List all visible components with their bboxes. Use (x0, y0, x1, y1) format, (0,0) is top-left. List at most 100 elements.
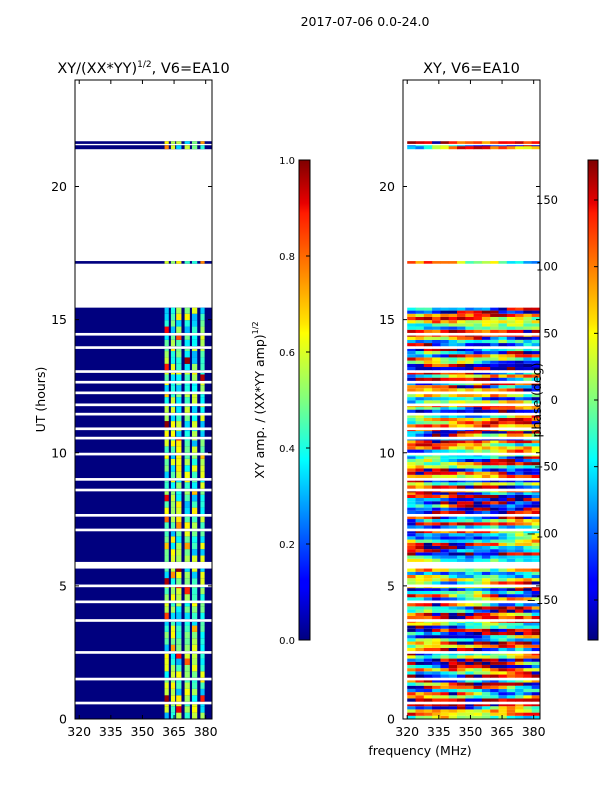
phase-cell (506, 354, 516, 358)
phase-cell (432, 455, 441, 457)
phase-cell (531, 424, 540, 428)
amp-cell (191, 638, 198, 645)
amp-cell (176, 406, 182, 413)
phase-cell (440, 671, 450, 675)
phase-cell (457, 471, 466, 475)
amp-cell (176, 471, 182, 479)
phase-cell (407, 465, 417, 469)
phase-cell (415, 145, 425, 147)
phase-cell (432, 383, 441, 386)
phase-cell (440, 400, 450, 404)
phase-cell (498, 424, 508, 428)
amp-colorbar-gradient (298, 159, 311, 641)
phase-cell (473, 326, 483, 330)
amp-cell (191, 606, 198, 613)
phase-cell (407, 458, 417, 463)
phase-cell (465, 539, 475, 543)
phase-cell (423, 712, 433, 716)
phase-cell (531, 449, 540, 453)
amp-cbar-tick-label: 0.8 (279, 252, 295, 263)
phase-cell (407, 549, 417, 553)
amp-cell (164, 430, 169, 432)
phase-cell (448, 519, 458, 523)
phase-cell (457, 698, 466, 702)
phase-cell (473, 145, 483, 147)
phase-cell (531, 329, 540, 333)
phase-cell (473, 329, 483, 333)
phase-cell (448, 655, 458, 659)
phase-cell (440, 406, 450, 408)
phase-cell (432, 516, 441, 520)
phase-cell (481, 661, 491, 665)
phase-cell (506, 417, 516, 422)
phase-cell (515, 612, 524, 616)
phase-cell (407, 406, 417, 408)
amp-cell (191, 587, 198, 595)
phase-cell (490, 443, 500, 447)
phase-cell (448, 455, 458, 459)
amp-cell (176, 480, 182, 483)
phase-cell (515, 498, 524, 502)
phase-cell (407, 516, 417, 520)
phase-cell (490, 692, 500, 696)
phase-cell (465, 658, 475, 662)
phase-cell (440, 685, 450, 689)
phase-cell (531, 443, 540, 447)
phase-cell (432, 704, 441, 707)
phase-cell (498, 628, 508, 632)
phase-cell (531, 706, 540, 710)
phase-cbar-tick-label: −50 (534, 460, 558, 474)
phase-cell (490, 674, 500, 678)
phase-cell (490, 587, 500, 589)
phase-cell (490, 455, 500, 457)
phase-cell (531, 388, 540, 392)
phase-cell (457, 558, 466, 562)
phase-cell (498, 533, 508, 537)
phase-cell (415, 590, 425, 595)
phase-cell (432, 568, 441, 572)
phase-cell (531, 615, 540, 620)
phase-cell (531, 715, 540, 719)
phase-cell (498, 587, 508, 589)
amp-cell (184, 680, 190, 683)
phase-cell (473, 443, 483, 447)
phase-cell (523, 491, 533, 493)
phase-cell (515, 587, 524, 591)
phase-cell (498, 491, 508, 495)
phase-cell (490, 655, 500, 659)
amp-cell (164, 480, 169, 483)
phase-cell (523, 516, 533, 520)
amp-cell (191, 571, 198, 579)
phase-cell (423, 668, 433, 672)
phase-cell (490, 688, 500, 693)
phase-cell (432, 519, 441, 523)
amp-cell (191, 430, 198, 432)
phase-cell (481, 688, 491, 693)
phase-cell (490, 430, 500, 432)
amp-cell (170, 320, 176, 327)
phase-cell (490, 661, 500, 665)
phase-cell (423, 439, 433, 441)
phase-cell (506, 552, 516, 556)
phase-cell (415, 415, 425, 418)
amp-time-band (75, 480, 212, 489)
amp-cell (170, 357, 176, 364)
phase-cell (506, 329, 516, 333)
phase-cell (490, 638, 500, 642)
phase-cell (523, 692, 533, 696)
phase-cell (523, 545, 533, 550)
phase-cell (490, 326, 500, 330)
phase-cell (407, 712, 417, 716)
phase-cell (473, 439, 483, 444)
amp-cell (184, 688, 190, 696)
phase-cell (423, 612, 433, 616)
phase-cell (498, 343, 508, 347)
phase-cell (432, 615, 441, 620)
phase-cell (506, 367, 516, 371)
phase-cell (523, 638, 533, 642)
phase-cell (457, 695, 466, 699)
phase-cell (415, 621, 425, 623)
phase-cell (448, 578, 458, 582)
phase-cell (457, 377, 466, 381)
phase-cell (481, 533, 491, 537)
